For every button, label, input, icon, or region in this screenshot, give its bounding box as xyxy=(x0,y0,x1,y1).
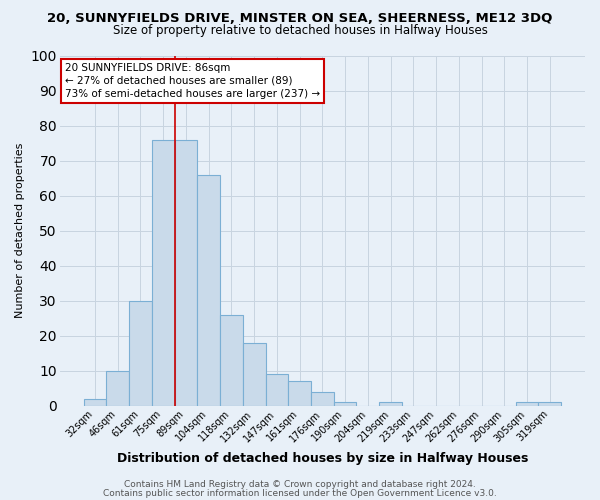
Text: Contains HM Land Registry data © Crown copyright and database right 2024.: Contains HM Land Registry data © Crown c… xyxy=(124,480,476,489)
Text: Size of property relative to detached houses in Halfway Houses: Size of property relative to detached ho… xyxy=(113,24,487,37)
Bar xyxy=(83,399,106,406)
Y-axis label: Number of detached properties: Number of detached properties xyxy=(15,143,25,318)
Bar xyxy=(197,174,220,406)
Bar xyxy=(220,315,243,406)
Bar xyxy=(311,392,334,406)
Bar xyxy=(515,402,538,406)
Text: 20 SUNNYFIELDS DRIVE: 86sqm
← 27% of detached houses are smaller (89)
73% of sem: 20 SUNNYFIELDS DRIVE: 86sqm ← 27% of det… xyxy=(65,62,320,99)
Bar xyxy=(152,140,175,406)
Bar xyxy=(288,382,311,406)
Bar xyxy=(106,371,129,406)
Text: Contains public sector information licensed under the Open Government Licence v3: Contains public sector information licen… xyxy=(103,488,497,498)
Bar xyxy=(379,402,402,406)
Bar xyxy=(129,301,152,406)
X-axis label: Distribution of detached houses by size in Halfway Houses: Distribution of detached houses by size … xyxy=(116,452,528,465)
Bar xyxy=(175,140,197,406)
Text: 20, SUNNYFIELDS DRIVE, MINSTER ON SEA, SHEERNESS, ME12 3DQ: 20, SUNNYFIELDS DRIVE, MINSTER ON SEA, S… xyxy=(47,12,553,26)
Bar xyxy=(538,402,561,406)
Bar xyxy=(243,343,266,406)
Bar xyxy=(334,402,356,406)
Bar xyxy=(266,374,288,406)
